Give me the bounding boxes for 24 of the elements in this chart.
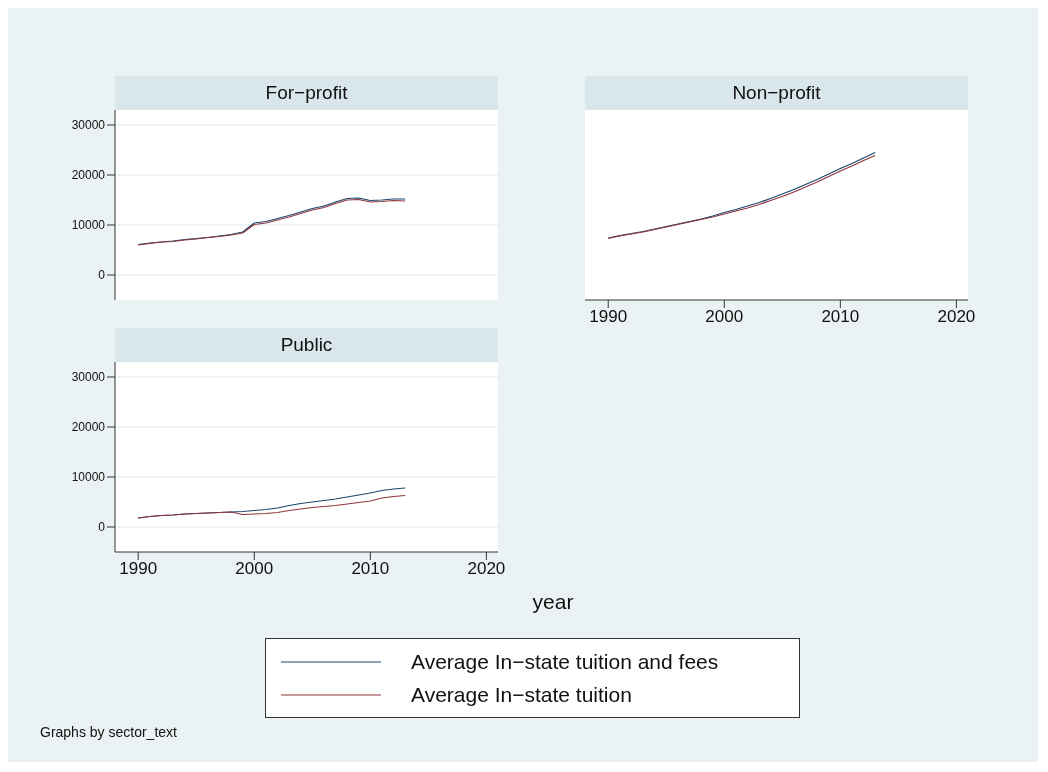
chart-title: For−profit	[115, 76, 498, 110]
y-tick-label: 10000	[71, 218, 106, 233]
chart-title: Non−profit	[585, 76, 968, 110]
chart-title: Public	[115, 328, 498, 362]
x-tick-label: 2020	[937, 307, 976, 327]
x-tick-label: 2000	[705, 307, 744, 327]
text: Graphs by sector_text	[40, 724, 177, 740]
x-tick-label: 2000	[235, 559, 274, 579]
y-tick-label: 30000	[71, 118, 106, 133]
x-tick-label: 1990	[119, 559, 158, 579]
y-tick-label: 20000	[71, 420, 106, 435]
y-tick-label: 0	[98, 520, 106, 535]
x-axis-title: year	[531, 590, 575, 614]
legend-label: Average In−state tuition and fees	[411, 649, 719, 674]
x-tick-label: 2020	[467, 559, 506, 579]
x-tick-label: 2010	[351, 559, 390, 579]
y-tick-label: 0	[98, 268, 106, 283]
legend-label: Average In−state tuition	[411, 682, 632, 707]
y-tick-label: 10000	[71, 470, 106, 485]
line-series	[137, 494, 406, 519]
y-tick-label: 30000	[71, 370, 106, 385]
x-tick-label: 2010	[821, 307, 860, 327]
y-tick-label: 20000	[71, 168, 106, 183]
x-tick-label: 1990	[589, 307, 628, 327]
